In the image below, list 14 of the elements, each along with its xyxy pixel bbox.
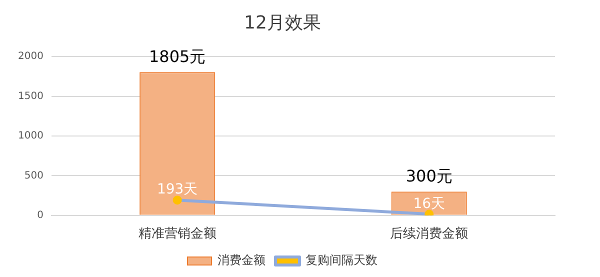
data-label: 16天 (413, 196, 446, 212)
data-label: 300元 (406, 166, 452, 186)
legend-label: 复购间隔天数 (306, 253, 378, 268)
y-tick-label: 1000 (18, 130, 44, 142)
chart-title: 12月效果 (244, 12, 321, 34)
y-tick-label: 500 (24, 170, 44, 182)
y-tick-label: 0 (37, 210, 44, 221)
data-label: 1805元 (148, 47, 206, 66)
data-label: 193天 (156, 182, 198, 198)
x-tick-label: 精准营销金额 (138, 226, 216, 242)
legend-label: 消费金额 (218, 253, 266, 268)
y-tick-label: 1500 (18, 90, 44, 102)
x-tick-label: 后续消费金额 (390, 226, 468, 242)
y-tick-label: 2000 (18, 51, 44, 62)
